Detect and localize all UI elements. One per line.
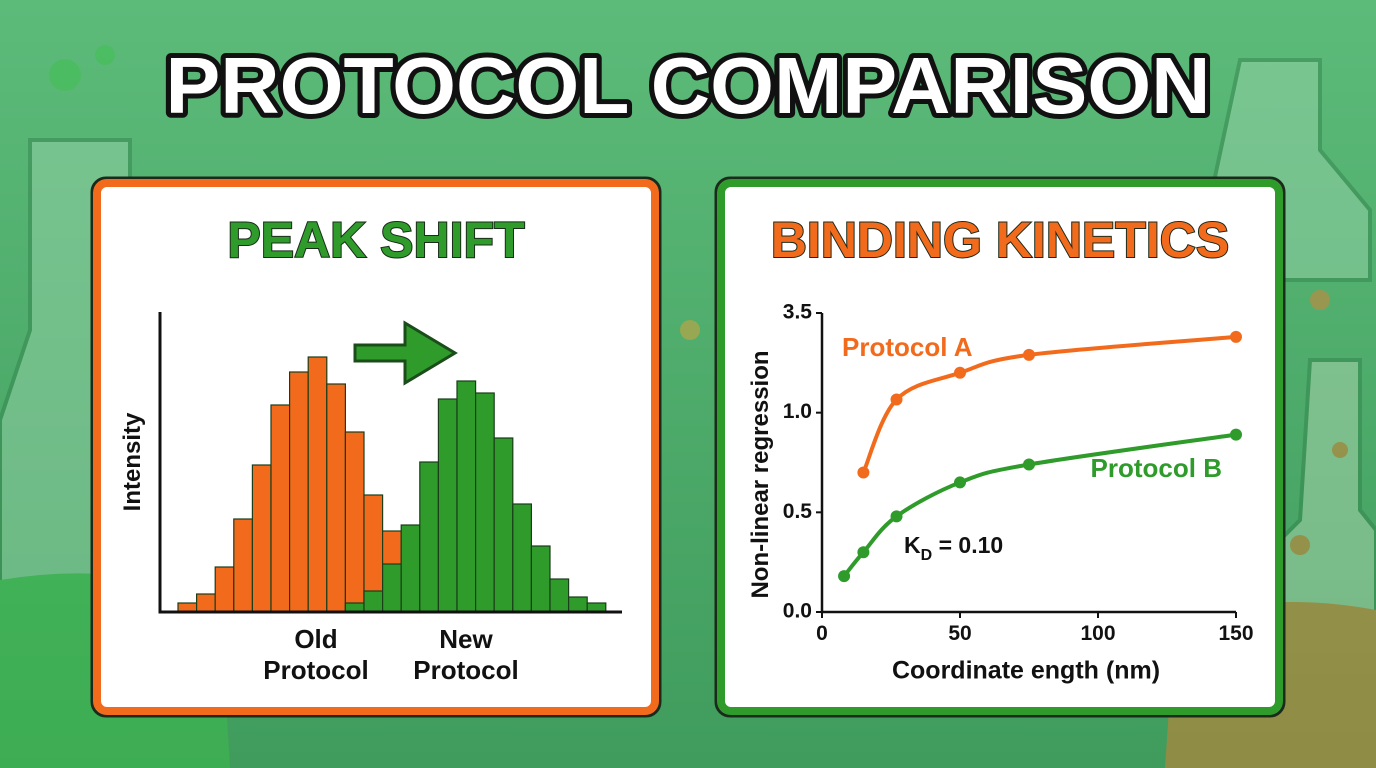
histogram-bar — [326, 383, 346, 613]
histogram-bar — [214, 566, 235, 613]
data-point — [954, 366, 966, 379]
y-axis-label: Non-linear regression — [747, 350, 774, 598]
annotation-subscript: D — [921, 547, 933, 564]
x-tick-label: 100 — [1080, 622, 1115, 645]
annotation: KD = 0.10 — [904, 532, 1003, 564]
histogram-bar — [363, 590, 384, 613]
panel-border — [93, 179, 659, 715]
page-title: PROTOCOL COMPARISON — [166, 41, 1211, 130]
data-point — [838, 570, 851, 583]
histogram-bar — [530, 545, 551, 613]
histogram-bar — [419, 461, 439, 613]
annotation-rest: = 0.10 — [932, 532, 1003, 558]
x-axis-label: Coordinate ength (nm) — [892, 657, 1160, 685]
x-tick-label: 50 — [948, 622, 971, 645]
data-point — [1230, 428, 1242, 441]
histogram-bar — [456, 380, 477, 613]
histogram-bar — [512, 503, 532, 613]
histogram-bar — [196, 593, 216, 613]
data-point — [1023, 348, 1035, 361]
panel-title: BINDING KINETICS — [771, 212, 1229, 268]
histogram-bar — [493, 437, 514, 613]
histogram-bar — [437, 398, 458, 613]
x-tick-label: 0 — [816, 622, 828, 645]
histogram-bar — [270, 404, 291, 613]
x-label: Protocol — [263, 655, 368, 685]
data-point — [857, 466, 870, 479]
data-point — [1023, 458, 1035, 471]
histogram-bar — [344, 431, 365, 613]
y-tick-label: 0.0 — [783, 600, 812, 623]
data-point — [890, 510, 903, 523]
shift-arrow — [353, 320, 458, 386]
histogram-bar — [567, 596, 588, 613]
data-point — [890, 393, 903, 406]
histogram-bar — [289, 371, 309, 613]
annotation-main: K — [904, 532, 921, 558]
y-axis-label: Intensity — [119, 412, 146, 511]
x-label: Protocol — [413, 655, 518, 685]
data-point — [1230, 330, 1242, 343]
fit-line — [861, 334, 1237, 474]
axis — [820, 313, 1236, 614]
x-label: New — [439, 624, 493, 654]
axis — [158, 312, 622, 614]
y-tick-label: 0.5 — [783, 500, 813, 523]
panel-border — [717, 179, 1283, 715]
panel-title: PEAK SHIFT — [227, 212, 524, 268]
histogram-bar — [233, 518, 254, 613]
series-label: Protocol B — [1091, 453, 1222, 483]
x-tick-label: 150 — [1218, 622, 1253, 645]
series-label: Protocol A — [842, 332, 973, 362]
histogram-bar — [307, 356, 328, 613]
histogram-bar — [475, 392, 495, 613]
y-tick-label: 3.5 — [783, 301, 813, 324]
panel — [714, 176, 1286, 718]
histogram-bar — [251, 464, 272, 613]
histogram-bar — [549, 578, 570, 613]
y-tick-label: 1.0 — [783, 400, 812, 423]
data-point — [857, 546, 870, 559]
histogram-bar — [382, 563, 402, 613]
histogram-bar — [400, 524, 421, 613]
data-point — [954, 476, 966, 489]
x-label: Old — [294, 624, 337, 654]
